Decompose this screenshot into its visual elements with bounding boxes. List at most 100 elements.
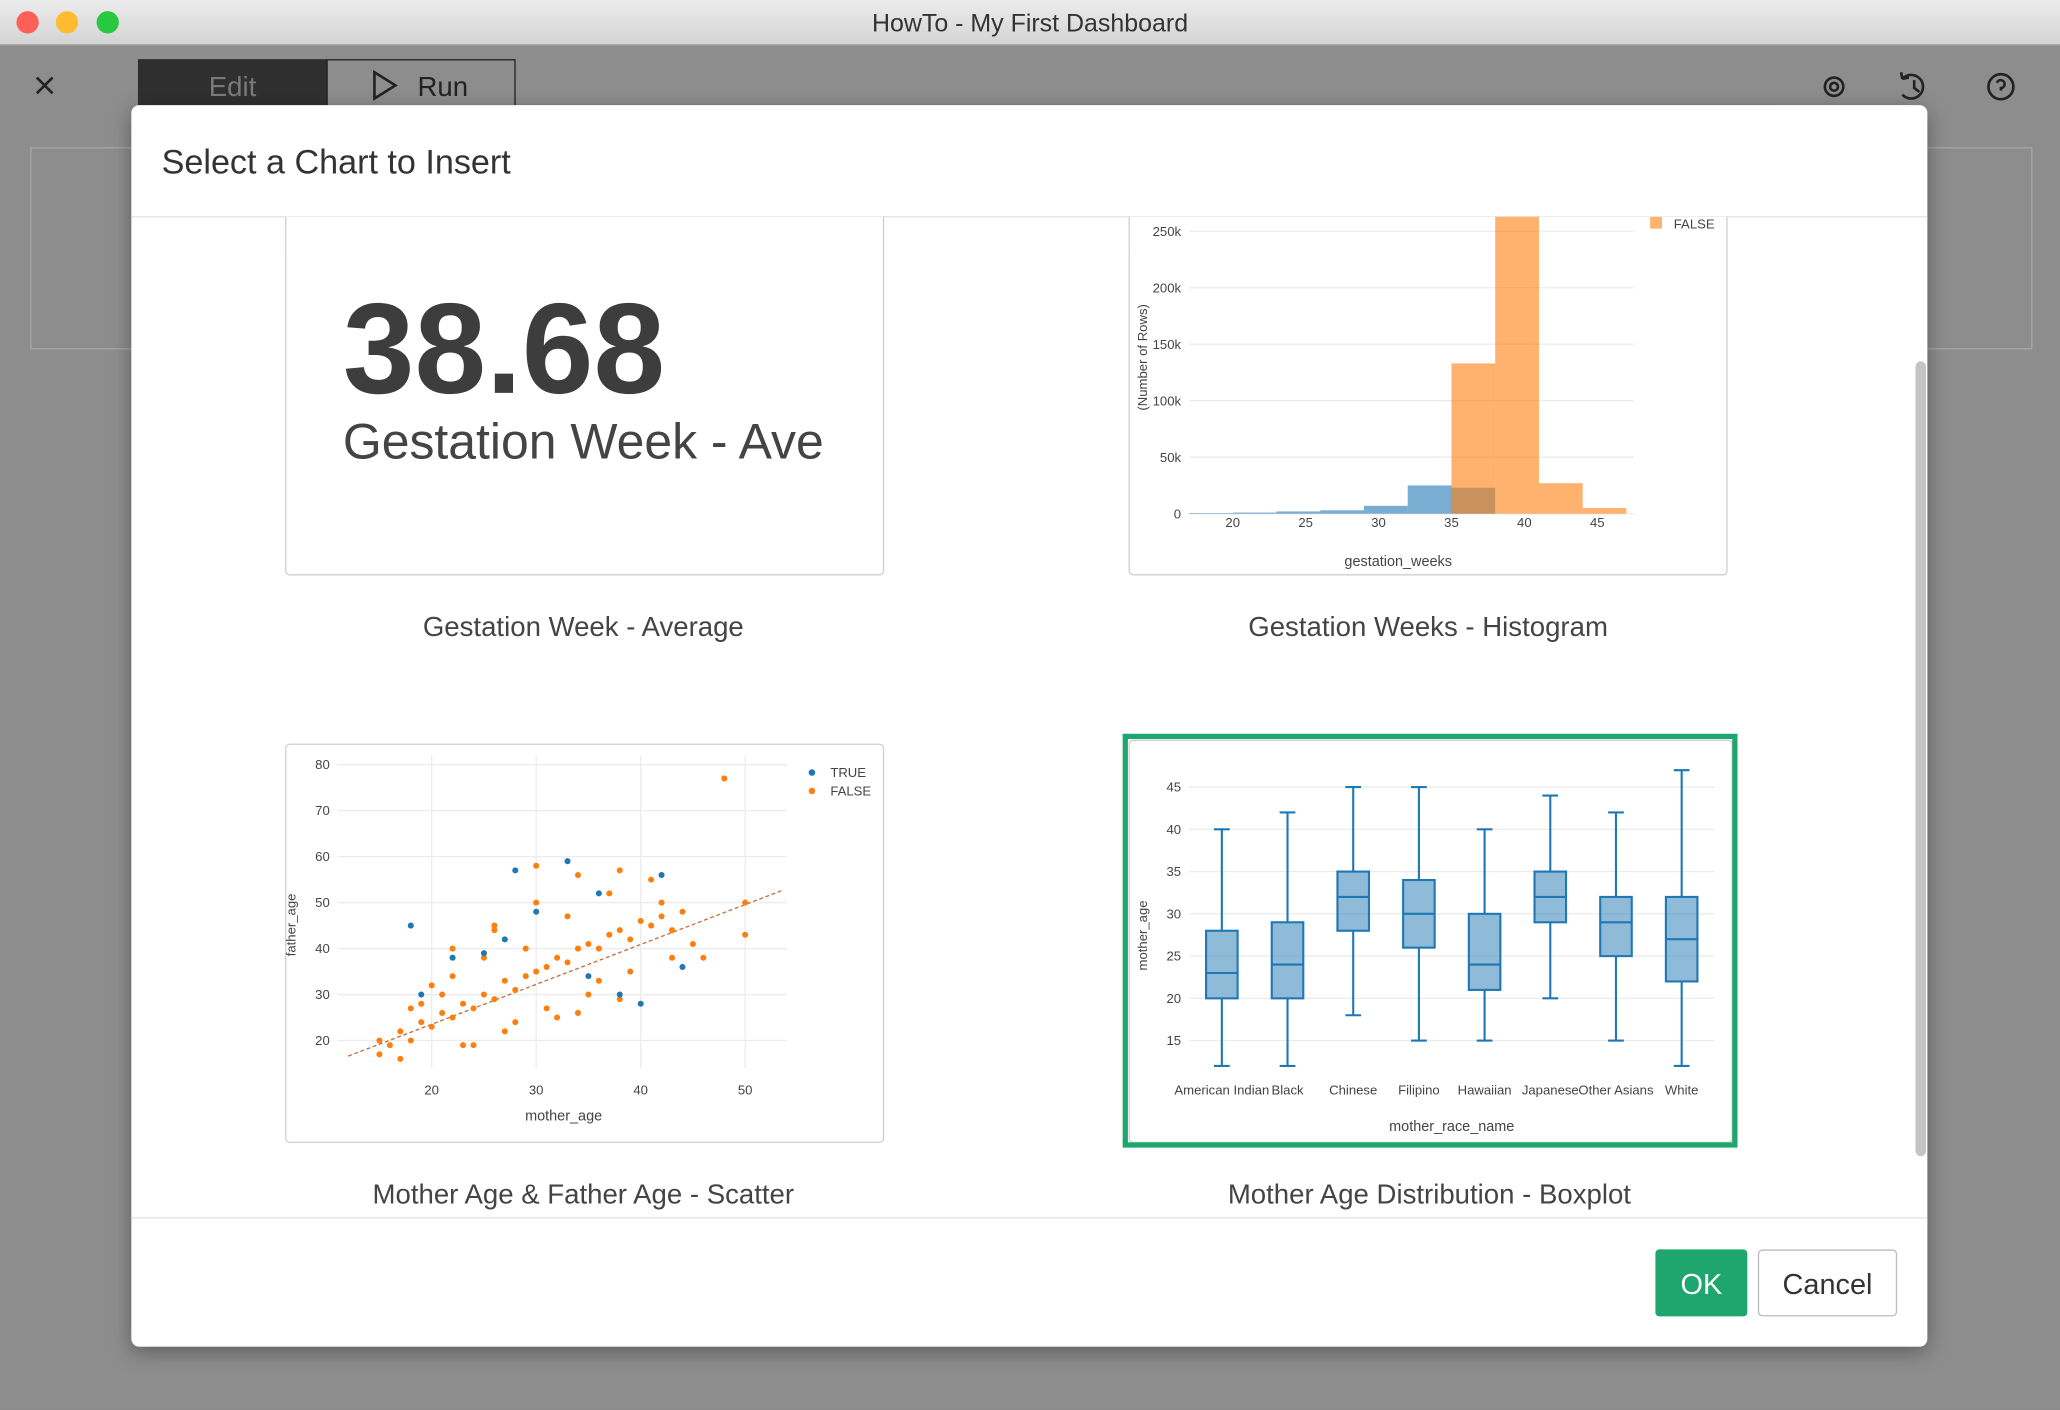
run-tab[interactable]	[326, 59, 516, 107]
cancel-button[interactable]	[1757, 1249, 1898, 1317]
history-icon[interactable]	[1899, 72, 1925, 100]
scatter-point	[689, 940, 696, 947]
close-icon[interactable]	[35, 76, 54, 95]
dialog-title: Select a Chart to Insert	[162, 143, 512, 181]
y-tick-label: 50k	[1160, 450, 1182, 465]
x-tick-label: White	[1665, 1082, 1699, 1097]
x-tick-label: 25	[1298, 515, 1313, 530]
x-axis-title: mother_age	[525, 1109, 602, 1125]
selection-highlight	[1122, 733, 1738, 1148]
scatter-point	[595, 890, 602, 897]
scatter-point	[585, 940, 592, 947]
scatter-point	[533, 899, 540, 906]
chart-card[interactable]	[285, 158, 885, 576]
y-axis-title: mother_age	[1135, 900, 1150, 970]
scatter-point	[449, 945, 456, 952]
help-icon[interactable]	[1987, 72, 2015, 101]
scatter-point	[543, 963, 550, 970]
run-tab-label[interactable]: Run	[417, 71, 468, 102]
box	[1270, 921, 1305, 1000]
settings-icon[interactable]	[1823, 76, 1845, 98]
histogram-bar	[1232, 512, 1277, 514]
scatter-point	[480, 950, 487, 957]
edit-tab[interactable]	[137, 59, 328, 107]
scatter-point	[543, 1005, 550, 1012]
x-tick-label: 45	[1590, 515, 1605, 530]
scatter-point	[512, 1019, 519, 1026]
y-tick-label: 250k	[1153, 224, 1182, 239]
x-tick-label: 40	[1517, 515, 1532, 530]
scatter-point	[564, 959, 571, 966]
cancel-label[interactable]: Cancel	[1783, 1269, 1873, 1301]
scatter-point	[669, 927, 676, 934]
chart-caption[interactable]: Mother Age & Father Age - Scatter	[373, 1178, 795, 1209]
scatter-point	[491, 996, 498, 1003]
scrollbar[interactable]	[1915, 361, 1927, 1157]
x-tick-label: 30	[1371, 515, 1386, 530]
scatter-point	[460, 1000, 467, 1007]
chart-caption[interactable]: Mother Age Distribution - Boxplot	[1228, 1178, 1631, 1209]
y-tick-label: 20	[315, 1033, 330, 1048]
x-tick-label: Japanese	[1522, 1082, 1579, 1097]
ok-button[interactable]	[1655, 1249, 1748, 1317]
histogram-bar	[1582, 508, 1627, 514]
close-light[interactable]	[16, 11, 39, 34]
ok-label[interactable]: OK	[1680, 1269, 1722, 1301]
chart-card[interactable]	[285, 743, 885, 1144]
scatter-point	[460, 1042, 467, 1049]
zoom-light[interactable]	[96, 11, 119, 34]
histogram-bar	[1276, 511, 1321, 514]
scatter-point	[376, 1037, 383, 1044]
scatter-point	[522, 973, 529, 980]
scatter-point	[742, 931, 749, 938]
scatter-point	[585, 991, 592, 998]
legend-swatch	[808, 769, 816, 776]
x-tick-label: 20	[1225, 515, 1240, 530]
scatter-point	[574, 1009, 582, 1016]
histogram-bar	[1538, 483, 1583, 514]
scatter-point	[418, 1019, 425, 1026]
scatter-point	[533, 908, 540, 915]
scatter-point	[627, 968, 634, 975]
scatter-point	[574, 945, 582, 952]
scatter-point	[606, 931, 613, 938]
scatter-point	[554, 1014, 561, 1021]
scatter-point	[648, 922, 655, 929]
scatter-point	[491, 927, 498, 934]
scatter-point	[564, 858, 571, 865]
y-axis-title: father_age	[284, 894, 299, 957]
y-tick-label: 150k	[1153, 337, 1182, 352]
box	[1205, 929, 1239, 1000]
scatter-point	[407, 922, 414, 929]
x-tick-label: 40	[633, 1082, 648, 1097]
scatter-point	[470, 1042, 477, 1049]
scatter-point	[595, 977, 602, 984]
histogram-bar	[1188, 513, 1233, 514]
edit-tab-label[interactable]: Edit	[209, 71, 257, 102]
histogram-bar	[1407, 485, 1452, 514]
scatter-point	[742, 899, 749, 906]
scatter-point	[637, 1000, 644, 1007]
scatter-point	[470, 1005, 477, 1012]
histogram-bar	[1363, 505, 1408, 514]
scatter-point	[386, 1042, 393, 1049]
y-tick-label: 25	[1166, 949, 1181, 964]
legend-swatch	[1650, 216, 1662, 229]
scatter-point	[522, 945, 529, 952]
x-tick-label: Hawaiian	[1458, 1082, 1512, 1097]
scatter-point	[606, 890, 613, 897]
scatter-point	[658, 913, 665, 920]
minimize-light[interactable]	[55, 11, 79, 34]
chart-caption[interactable]: Gestation Week - Average	[423, 611, 744, 642]
scatter-point	[512, 867, 519, 874]
x-tick-label: 20	[424, 1082, 439, 1097]
chart-caption[interactable]: Gestation Weeks - Histogram	[1248, 611, 1608, 642]
y-tick-label: 80	[315, 757, 330, 772]
scatter-point	[491, 922, 498, 929]
scatter-point	[585, 973, 592, 980]
scatter-point	[449, 954, 456, 961]
scatter-point	[721, 775, 728, 782]
